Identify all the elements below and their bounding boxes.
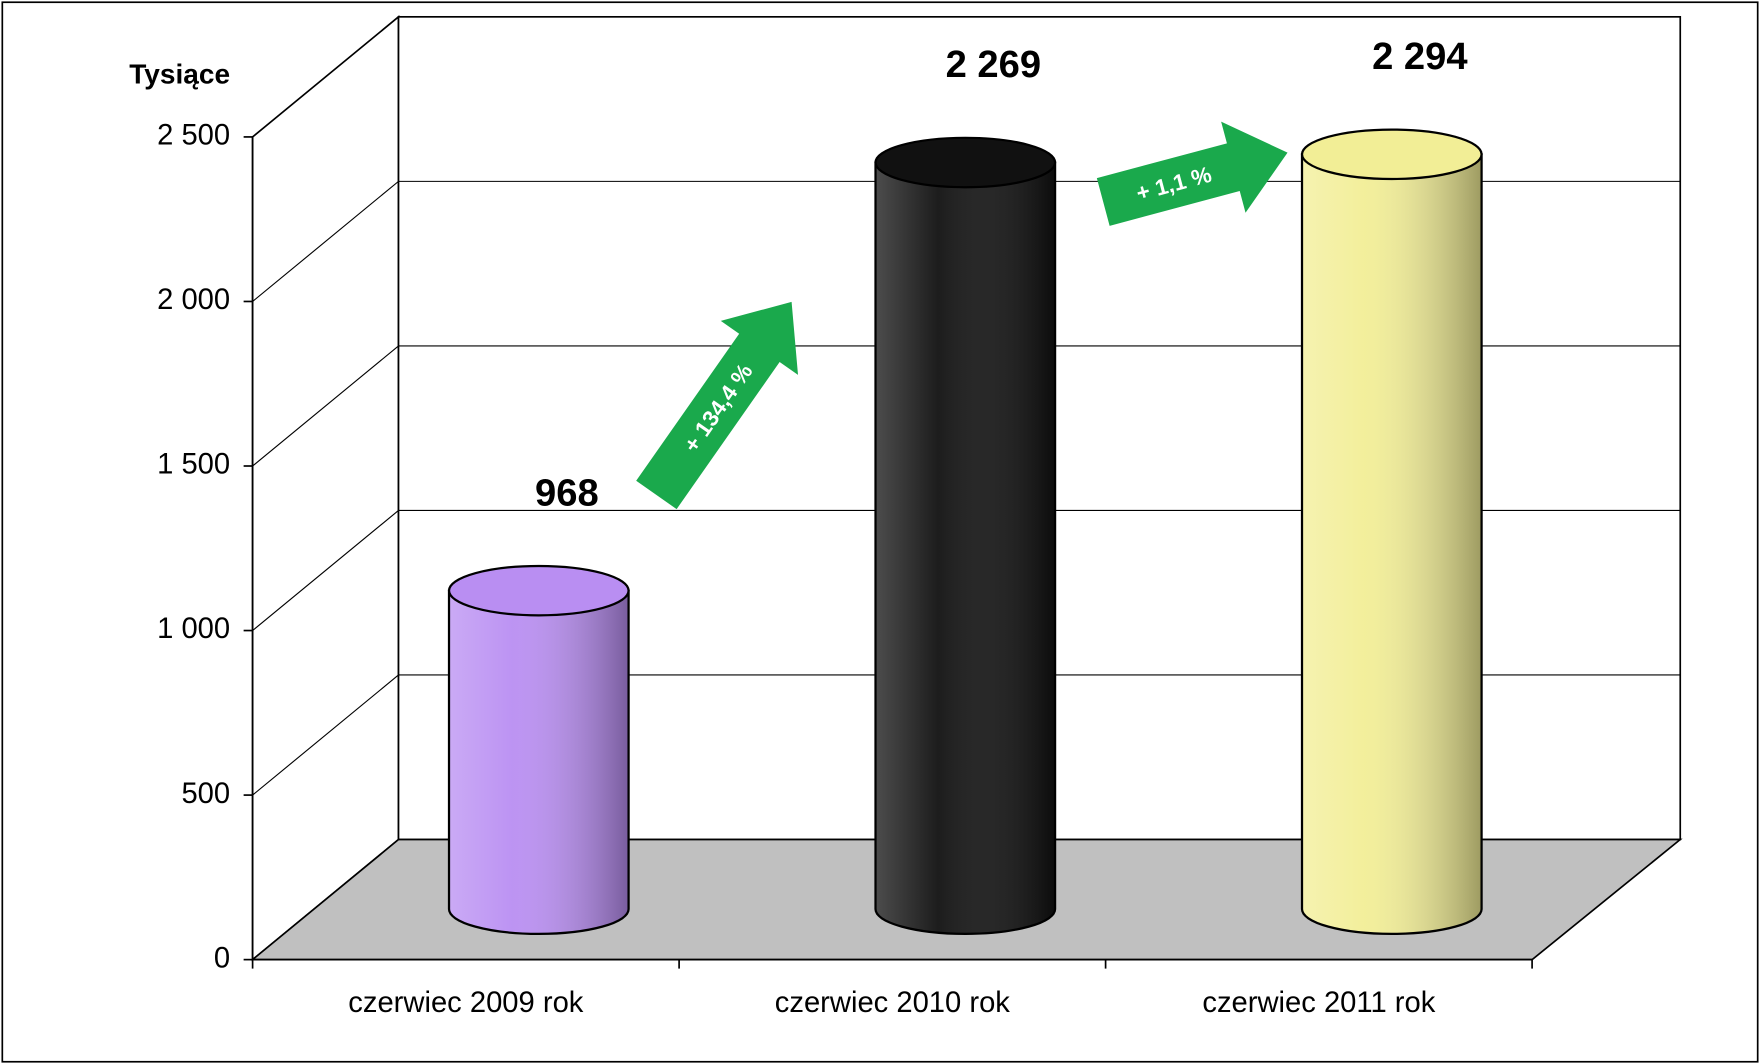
arrow: + 1,1 % [1096,121,1288,226]
y-tick-label: 500 [181,778,230,810]
cylinder-shade [1300,153,1483,935]
side-wall [251,15,400,962]
value-label: 2 294 [1372,35,1468,78]
x-tick-label: czerwiec 2009 rok [348,987,584,1019]
cylinder [874,136,1057,935]
grid-line [252,180,399,302]
y-tick-label: 0 [214,942,230,974]
cylinder-top [1300,128,1483,181]
cylinder [447,564,630,935]
x-tick-label: czerwiec 2011 rok [1202,987,1435,1019]
arrow-shape [1096,121,1288,226]
grid-line [252,345,399,467]
grid-line [252,510,399,631]
x-tick-label: czerwiec 2010 rok [775,987,1011,1019]
cylinder-top [874,136,1057,189]
cylinder-shade [447,589,630,935]
cylinder [1300,128,1483,935]
y-tick-label: 2 000 [157,284,230,316]
grid-line [252,674,399,796]
y-tick-label: 1 500 [157,449,230,481]
value-label: 968 [535,471,599,514]
value-label: 2 269 [946,43,1041,86]
y-tick-label: 1 000 [157,613,230,645]
y-axis-label: Tysiące [129,59,230,90]
cylinder-shade [874,161,1057,935]
arrow-shape [636,301,799,510]
cylinder-top [447,564,630,617]
y-tick-label: 2 500 [157,120,230,152]
